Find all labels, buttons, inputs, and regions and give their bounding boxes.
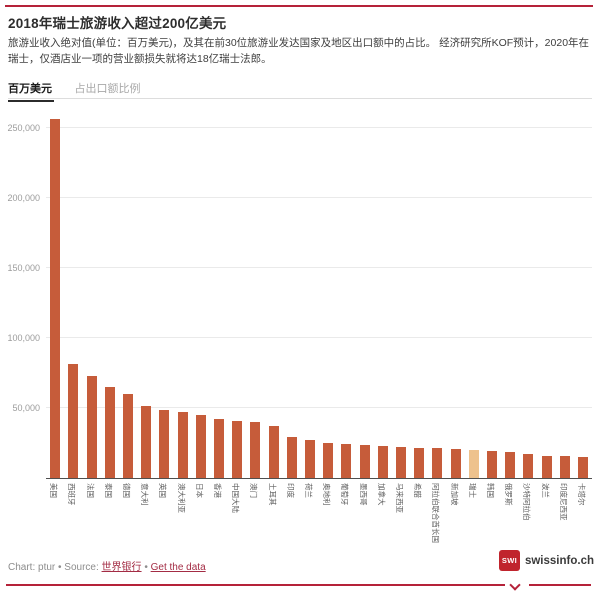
x-axis-label: 阿拉伯联合酋长国 (431, 483, 441, 543)
x-axis-label: 香港 (212, 483, 222, 498)
bar-日本[interactable] (195, 414, 206, 478)
bar-澳门[interactable] (250, 421, 261, 478)
y-axis: 50,000 100,000 150,000 200,000 250,000 (0, 114, 40, 478)
y-axis-tick-label: 100,000 (7, 333, 40, 343)
x-axis-label: 荷兰 (303, 483, 313, 498)
x-axis-label: 马来西亚 (394, 483, 404, 513)
bar-香港[interactable] (213, 419, 224, 478)
x-axis-labels: 美国 西班牙 法国 泰国 德国 意大利 英国 澳大利亚 日本 香港 中国大陆 澳门 土耳其 印度 荷兰 奥地利… (46, 479, 592, 543)
x-axis-label: 韩国 (485, 483, 495, 498)
bar-阿拉伯联合酋长国[interactable] (432, 448, 443, 478)
tab-share-of-exports[interactable]: 占出口额比例 (74, 83, 141, 95)
bar-西班牙[interactable] (68, 364, 79, 478)
bar-美国[interactable] (50, 119, 61, 478)
chart-description: 旅游业收入绝对值(单位：百万美元)，及其在前30位旅游业发达国家及地区出口额中的… (8, 37, 590, 66)
bar-法国[interactable] (86, 375, 97, 478)
source-link[interactable]: 世界银行 (101, 562, 142, 573)
unit-tabs: 百万美元 占出口额比例 (8, 79, 592, 102)
bars-row (46, 114, 592, 478)
gridline (46, 197, 592, 198)
bar-葡萄牙[interactable] (341, 444, 352, 478)
x-axis-label: 俄罗斯 (504, 483, 514, 506)
bar-奥地利[interactable] (323, 442, 334, 478)
get-the-data-link[interactable]: Get the data (150, 562, 206, 573)
gridline (46, 127, 592, 128)
bar-沙特阿拉伯[interactable] (523, 454, 534, 478)
x-axis-label: 新加坡 (449, 483, 459, 506)
x-axis-label: 美国 (49, 483, 59, 498)
bar-马来西亚[interactable] (395, 447, 406, 478)
x-axis-label: 印度 (285, 483, 295, 498)
x-axis-label: 加拿大 (376, 483, 386, 506)
attribution-prefix: Chart: ptur • Source: (8, 562, 102, 573)
bar-意大利[interactable] (141, 405, 152, 478)
gridline (46, 337, 592, 338)
bar-墨西哥[interactable] (359, 444, 370, 478)
gridline (46, 267, 592, 268)
brand-name: swissinfo.ch (524, 554, 594, 567)
x-axis-label: 奥地利 (322, 483, 332, 506)
x-axis-label: 意大利 (140, 483, 150, 506)
x-axis-label: 波兰 (540, 483, 550, 498)
chart-title: 2018年瑞士旅游收入超过200亿美元 (8, 16, 227, 31)
bar-澳大利亚[interactable] (177, 411, 188, 478)
swissinfo-brand: SWI swissinfo.ch (498, 550, 594, 571)
x-axis-label: 沙特阿拉伯 (522, 483, 532, 521)
x-axis-label: 瑞士 (467, 483, 477, 498)
chevron-down-icon (509, 579, 521, 591)
bar-英国[interactable] (159, 410, 170, 478)
top-accent-rule (5, 5, 593, 7)
bar-俄罗斯[interactable] (505, 451, 516, 478)
bar-韩国[interactable] (486, 450, 497, 478)
x-axis-label: 德国 (121, 483, 131, 498)
bar-瑞士[interactable] (468, 449, 479, 478)
x-axis-label: 澳大利亚 (176, 483, 186, 513)
x-axis-label: 墨西哥 (358, 483, 368, 506)
bar-加拿大[interactable] (377, 446, 388, 478)
bottom-accent-rule-left (6, 584, 505, 586)
bar-新加坡[interactable] (450, 449, 461, 478)
bar-土耳其[interactable] (268, 426, 279, 478)
bar-印度尼西亚[interactable] (559, 456, 570, 478)
plot-area (46, 114, 592, 479)
x-axis-label: 法国 (85, 483, 95, 498)
x-axis-label: 土耳其 (267, 483, 277, 506)
bar-印度[interactable] (286, 437, 297, 478)
attribution: Chart: ptur • Source: 世界银行 • Get the dat… (8, 558, 206, 573)
bar-波兰[interactable] (541, 455, 552, 478)
y-axis-tick-label: 250,000 (7, 123, 40, 133)
x-axis-label: 卡塔尔 (576, 483, 586, 506)
x-axis-label: 葡萄牙 (340, 483, 350, 506)
bar-德国[interactable] (122, 393, 133, 478)
x-axis-label: 日本 (194, 483, 204, 498)
x-axis-label: 英国 (158, 483, 168, 498)
y-axis-tick-label: 150,000 (7, 263, 40, 273)
y-axis-tick-label: 50,000 (12, 403, 40, 413)
x-axis-label: 印度尼西亚 (558, 483, 568, 521)
bar-荷兰[interactable] (304, 440, 315, 478)
y-axis-tick-label: 200,000 (7, 193, 40, 203)
x-axis-label: 希腊 (413, 483, 423, 498)
bar-希腊[interactable] (414, 447, 425, 478)
x-axis-label: 泰国 (103, 483, 113, 498)
x-axis-label: 澳门 (249, 483, 259, 498)
bar-泰国[interactable] (104, 386, 115, 478)
swi-logo-icon: SWI (498, 550, 520, 571)
bar-卡塔尔[interactable] (577, 456, 588, 478)
attribution-separator: • (141, 562, 151, 573)
tab-millions-usd[interactable]: 百万美元 (8, 80, 54, 102)
x-axis-label: 西班牙 (67, 483, 77, 506)
x-axis-label: 中国大陆 (231, 483, 241, 513)
gridline (46, 407, 592, 408)
bar-中国大陆[interactable] (232, 421, 243, 478)
bottom-accent-rule-right (529, 584, 591, 586)
